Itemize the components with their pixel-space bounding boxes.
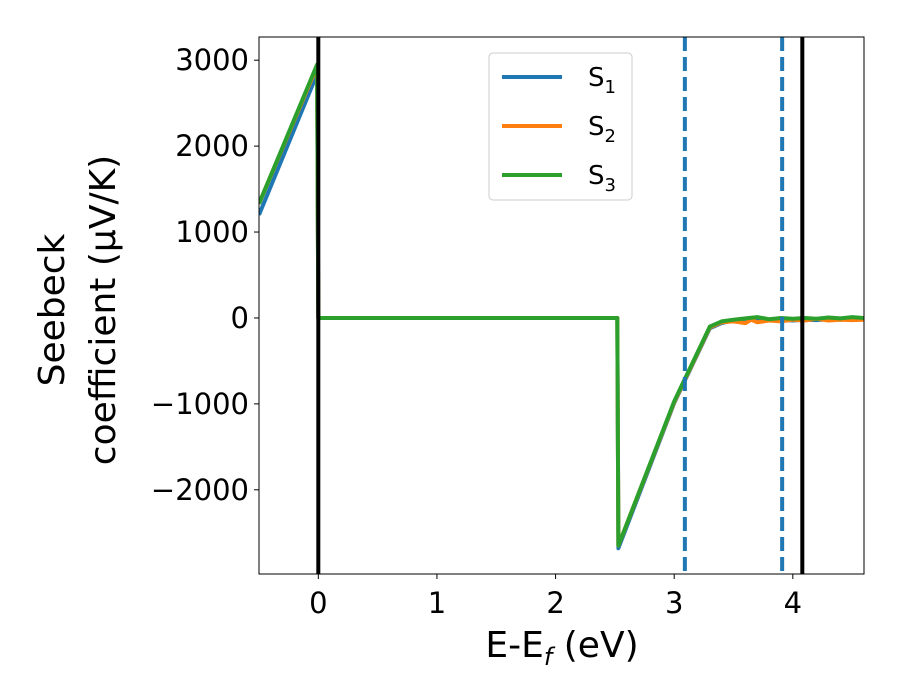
legend-label-s1: S1 xyxy=(588,63,616,98)
x-tick-label: 3 xyxy=(665,586,683,620)
plot-lines xyxy=(259,37,864,574)
y-axis-label-line2: coefficient (μV/K) xyxy=(83,155,124,465)
y-tick-label: 0 xyxy=(231,301,249,335)
legend: S1 S2 S3 xyxy=(488,52,633,201)
series-line-s3 xyxy=(259,62,864,548)
x-tick-label: 1 xyxy=(428,586,446,620)
y-axis-ticks: −2000 −1000 0 1000 2000 3000 xyxy=(151,43,259,507)
x-tick-label: 4 xyxy=(784,586,802,620)
y-tick-label: 3000 xyxy=(175,43,249,77)
y-tick-label: −2000 xyxy=(151,473,249,507)
plot-frame xyxy=(258,36,865,575)
x-axis-label: E-Ef (eV) xyxy=(485,625,638,671)
y-tick-label: 1000 xyxy=(175,215,249,249)
x-tick-label: 2 xyxy=(546,586,564,620)
legend-label-s3: S3 xyxy=(588,161,616,196)
legend-label-s2: S2 xyxy=(588,112,616,147)
y-axis-label-line1: Seebeck xyxy=(32,233,73,386)
x-tick-label: 0 xyxy=(309,586,327,620)
y-axis-label: Seebeck coefficient (μV/K) xyxy=(32,155,124,465)
y-tick-label: 2000 xyxy=(175,129,249,163)
x-axis-ticks: 0 1 2 3 4 xyxy=(309,574,802,620)
y-tick-label: −1000 xyxy=(151,387,249,421)
